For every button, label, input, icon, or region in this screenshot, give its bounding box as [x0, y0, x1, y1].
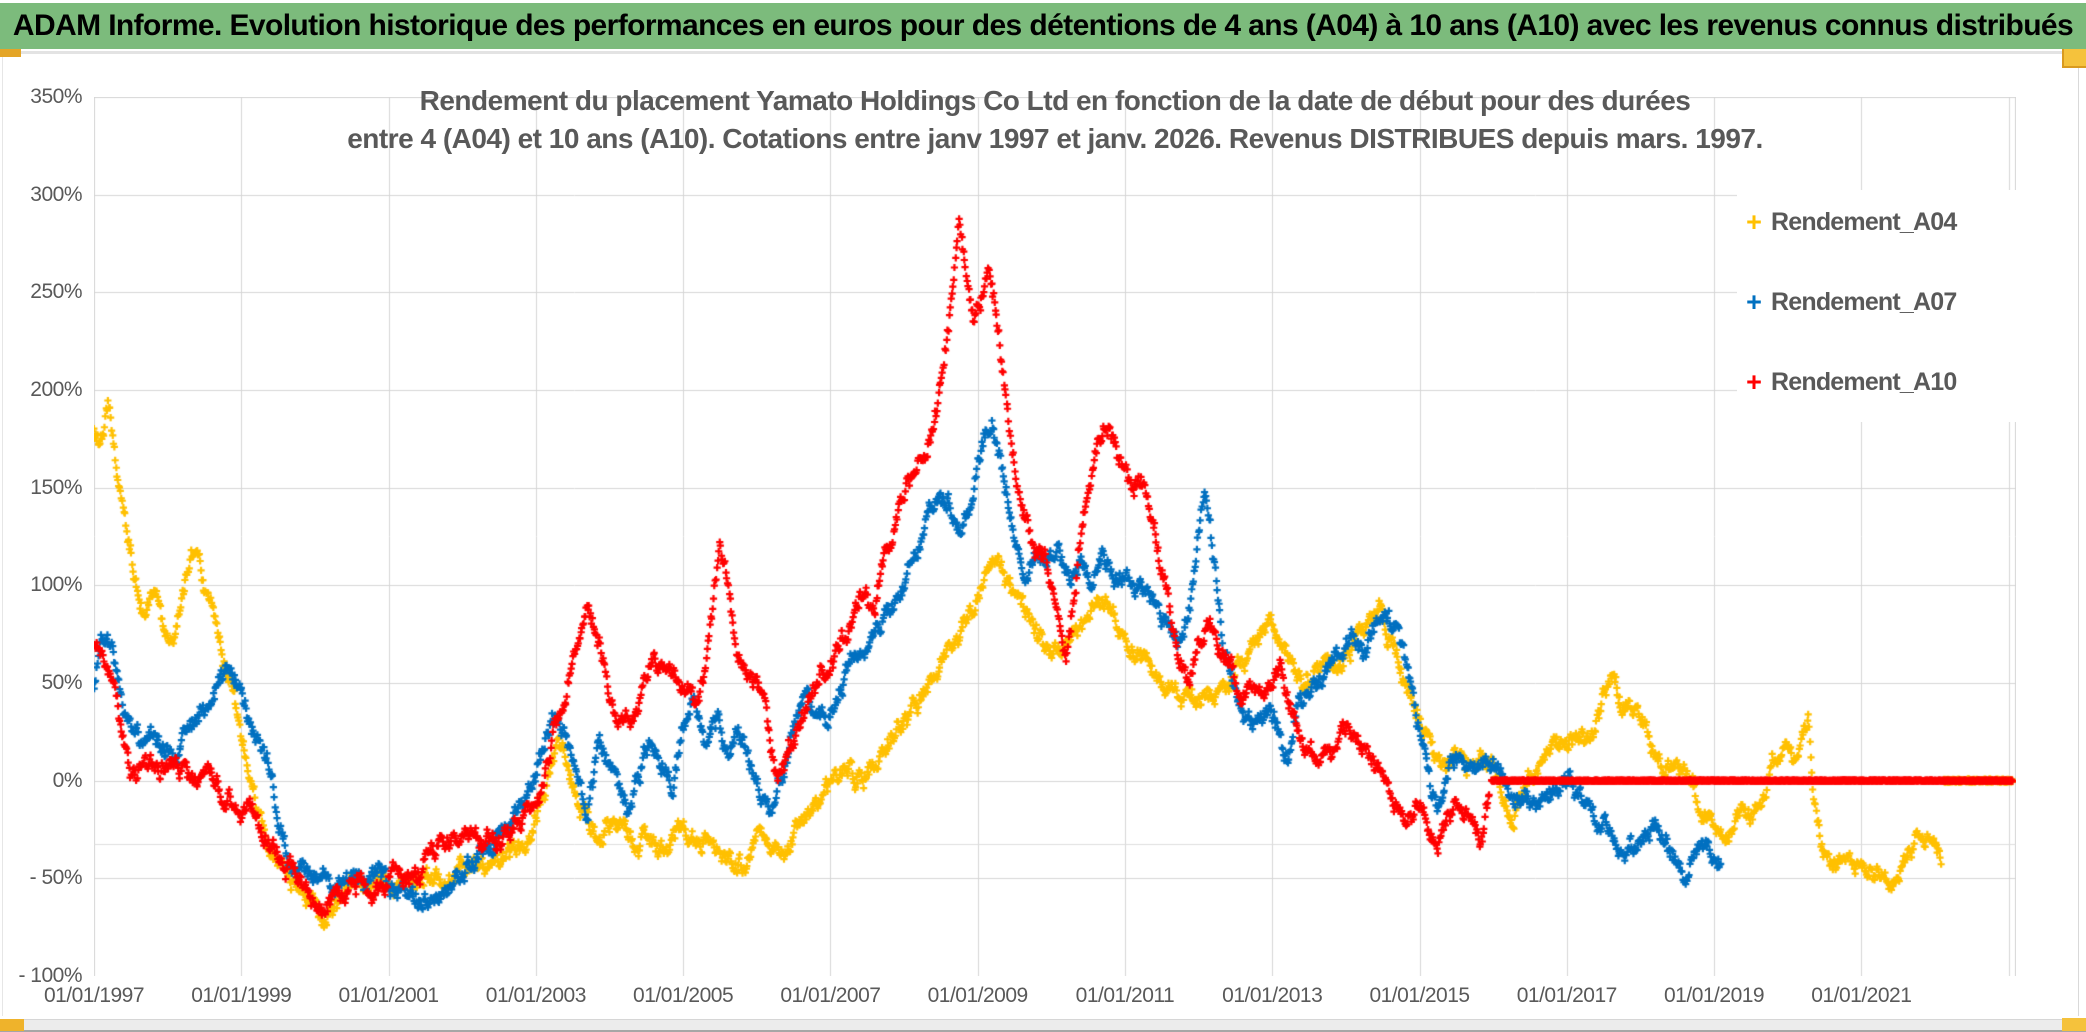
x-axis-label: 01/01/2015 — [1369, 984, 1470, 1007]
y-axis-label: 250% — [30, 280, 82, 304]
legend-item-label: Rendement_A10 — [1771, 367, 1957, 396]
legend-item-rendement_a10[interactable]: + Rendement_A10 — [1737, 364, 2069, 400]
x-axis-label: 01/01/1997 — [43, 984, 145, 1007]
chart-frame-right-border — [2078, 57, 2079, 1016]
banner-title-bar: ADAM Informe. Evolution historique des p… — [0, 3, 2086, 49]
y-axis-label: 150% — [30, 475, 82, 499]
x-axis-label: 01/01/1999 — [191, 984, 292, 1007]
x-axis-label: 01/01/2001 — [338, 984, 439, 1007]
chart-title: Rendement du placement Yamato Holdings C… — [94, 82, 2016, 158]
y-axis-label: 200% — [30, 378, 82, 401]
x-axis-label: 01/01/2019 — [1664, 984, 1765, 1007]
chart-title-line2: entre 4 (A04) et 10 ans (A10). Cotations… — [347, 123, 1763, 154]
x-axis-label: 01/01/2021 — [1811, 984, 1912, 1007]
x-axis-label: 01/01/2011 — [1075, 984, 1175, 1007]
chart-legend[interactable]: + Rendement_A04 + Rendement_A07 + Rendement_A… — [1737, 190, 2069, 422]
legend-item-label: Rendement_A07 — [1771, 287, 1957, 316]
x-axis-label: 01/01/2005 — [633, 984, 734, 1007]
y-axis-label: - 100% — [18, 964, 82, 987]
y-axis-label: 300% — [30, 182, 82, 206]
y-axis-label: 350% — [30, 85, 82, 108]
selection-handle-top-right[interactable] — [2062, 49, 2086, 68]
bottom-scroll-band[interactable] — [0, 1019, 2086, 1032]
plus-marker-icon: + — [1746, 207, 1762, 237]
legend-item-rendement_a04[interactable]: + Rendement_A04 — [1737, 204, 2069, 240]
selection-handle-bottom-right[interactable] — [2062, 1018, 2086, 1031]
chart-title-line1: Rendement du placement Yamato Holdings C… — [419, 85, 1691, 116]
banner-divider — [0, 51, 2086, 54]
plus-marker-icon: + — [1746, 287, 1762, 317]
x-axis-label: 01/01/2017 — [1516, 984, 1618, 1007]
chart-frame-left-border — [2, 57, 3, 1016]
plus-marker-icon: + — [1746, 367, 1762, 397]
x-axis-label: 01/01/2003 — [485, 984, 587, 1007]
x-axis-label: 01/01/2013 — [1222, 984, 1323, 1007]
banner-title-text: ADAM Informe. Evolution historique des p… — [12, 9, 2074, 42]
scatter-plot-canvas[interactable] — [94, 97, 2016, 976]
legend-item-rendement_a07[interactable]: + Rendement_A07 — [1737, 284, 2069, 320]
selection-handle-bottom-left[interactable] — [0, 1019, 24, 1031]
x-axis-label: 01/01/2007 — [780, 984, 881, 1007]
legend-item-label: Rendement_A04 — [1771, 207, 1957, 236]
y-axis-label: 0% — [52, 768, 83, 792]
y-axis-label: 50% — [41, 671, 82, 694]
selection-handle-top-left[interactable] — [0, 49, 21, 57]
y-axis-label: - 50% — [29, 866, 83, 890]
y-axis-label: 100% — [30, 573, 82, 597]
x-axis-label: 01/01/2009 — [927, 984, 1029, 1007]
